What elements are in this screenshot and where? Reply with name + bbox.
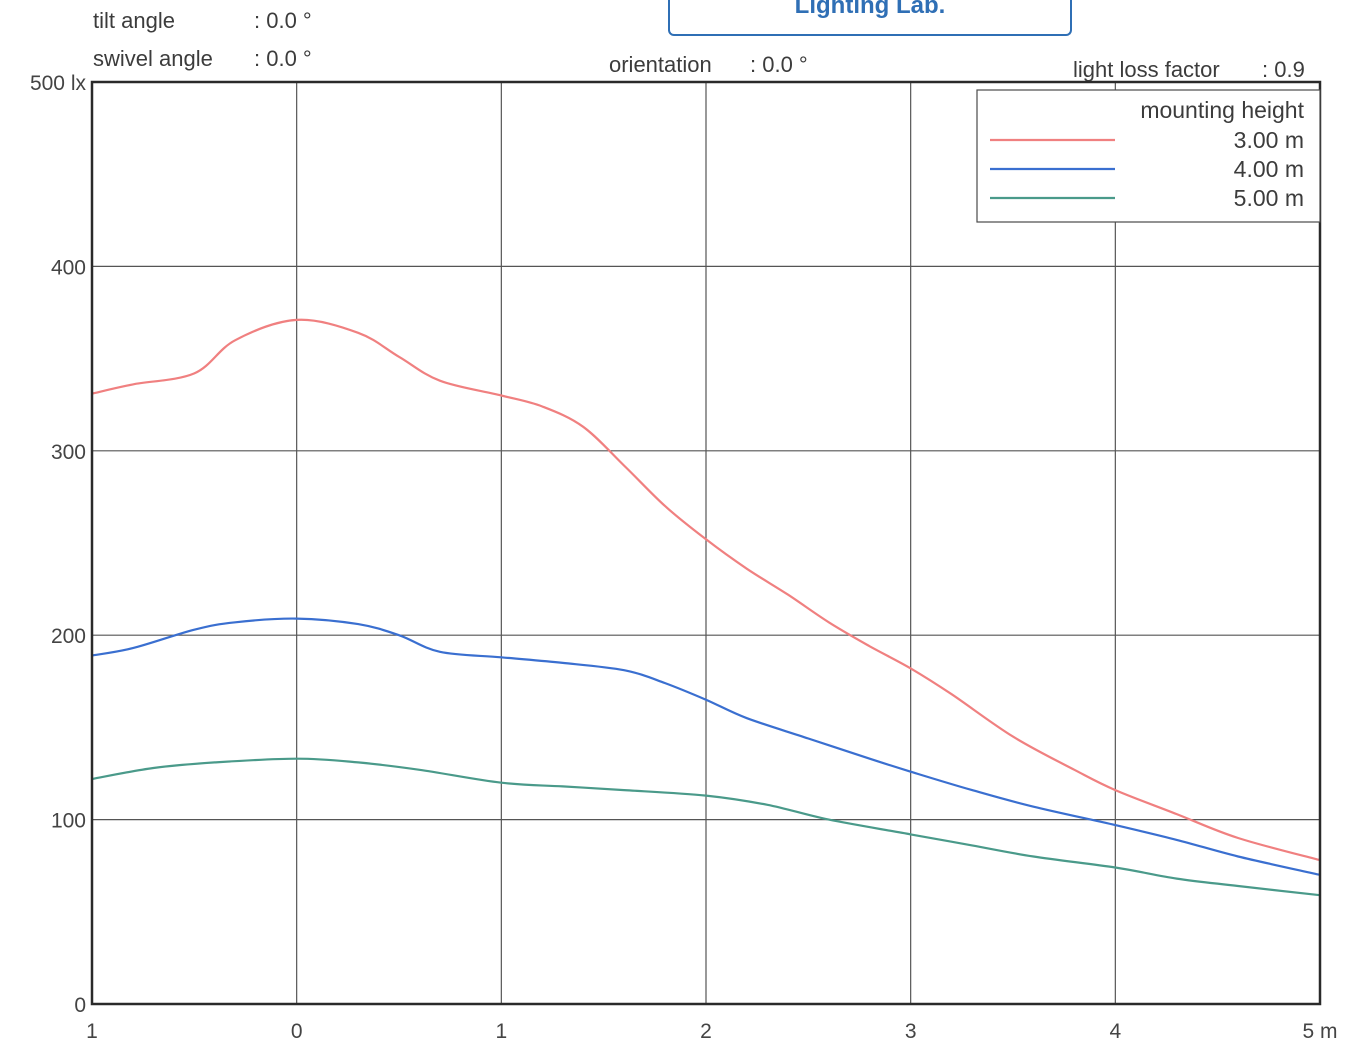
y-tick-label: 100 bbox=[51, 810, 86, 833]
x-tick-label: 3 bbox=[905, 1020, 917, 1043]
swivel-angle-label: swivel angle bbox=[93, 46, 213, 71]
y-tick-label: 0 bbox=[74, 994, 86, 1017]
light-loss-factor-value: : 0.9 bbox=[1262, 57, 1305, 82]
series-line-4-00-m bbox=[91, 617, 1321, 876]
tilt-angle-value: : 0.0 ° bbox=[254, 8, 312, 33]
legend-title: mounting height bbox=[1140, 97, 1304, 123]
logo-box: Lighting Lab. bbox=[668, 0, 1072, 36]
y-tick-label: 300 bbox=[51, 441, 86, 464]
legend-entry: 3.00 m bbox=[1234, 127, 1304, 153]
swivel-angle-value: : 0.0 ° bbox=[254, 46, 312, 71]
y-tick-label: 500 lx bbox=[30, 72, 87, 95]
legend-box bbox=[976, 89, 1321, 223]
logo-text: Lighting Lab. bbox=[794, 0, 946, 19]
legend-entry: 5.00 m bbox=[1234, 185, 1304, 211]
orientation-value: : 0.0 ° bbox=[750, 52, 808, 77]
y-tick-label: 400 bbox=[51, 256, 86, 279]
light-loss-factor-label: light loss factor bbox=[1073, 57, 1220, 82]
x-tick-label: 1 bbox=[495, 1020, 507, 1043]
x-tick-label: 1 bbox=[86, 1020, 98, 1043]
legend: mounting height 3.00 m 4.00 m 5.00 m bbox=[976, 89, 1321, 223]
series-line-3-00-m bbox=[91, 318, 1321, 862]
series-line-5-00-m bbox=[91, 757, 1321, 897]
x-tick-label: 5 m bbox=[1302, 1020, 1337, 1043]
tilt-angle-label: tilt angle bbox=[93, 8, 175, 33]
orientation-label: orientation bbox=[609, 52, 712, 77]
x-tick-label: 4 bbox=[1109, 1020, 1121, 1043]
y-tick-label: 200 bbox=[51, 625, 86, 648]
legend-entry: 4.00 m bbox=[1234, 156, 1304, 182]
plot-frame bbox=[90, 80, 1322, 1006]
x-tick-label: 0 bbox=[291, 1020, 303, 1043]
x-tick-label: 2 bbox=[700, 1020, 712, 1043]
